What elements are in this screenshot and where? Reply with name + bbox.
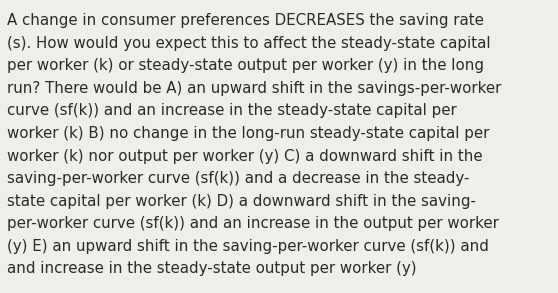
Text: curve (sf(k)) and an increase in the steady-state capital per: curve (sf(k)) and an increase in the ste…: [7, 103, 456, 118]
Text: saving-per-worker curve (sf(k)) and a decrease in the steady-: saving-per-worker curve (sf(k)) and a de…: [7, 171, 469, 186]
Text: and increase in the steady-state output per worker (y): and increase in the steady-state output …: [7, 261, 416, 276]
Text: (s). How would you expect this to affect the steady-state capital: (s). How would you expect this to affect…: [7, 36, 490, 51]
Text: worker (k) nor output per worker (y) C) a downward shift in the: worker (k) nor output per worker (y) C) …: [7, 149, 482, 163]
Text: worker (k) B) no change in the long-run steady-state capital per: worker (k) B) no change in the long-run …: [7, 126, 489, 141]
Text: per-worker curve (sf(k)) and an increase in the output per worker: per-worker curve (sf(k)) and an increase…: [7, 216, 498, 231]
Text: (y) E) an upward shift in the saving-per-worker curve (sf(k)) and: (y) E) an upward shift in the saving-per…: [7, 239, 489, 254]
Text: state capital per worker (k) D) a downward shift in the saving-: state capital per worker (k) D) a downwa…: [7, 194, 476, 209]
Text: run? There would be A) an upward shift in the savings-per-worker: run? There would be A) an upward shift i…: [7, 81, 501, 96]
Text: per worker (k) or steady-state output per worker (y) in the long: per worker (k) or steady-state output pe…: [7, 58, 484, 73]
Text: A change in consumer preferences DECREASES the saving rate: A change in consumer preferences DECREAS…: [7, 13, 484, 28]
